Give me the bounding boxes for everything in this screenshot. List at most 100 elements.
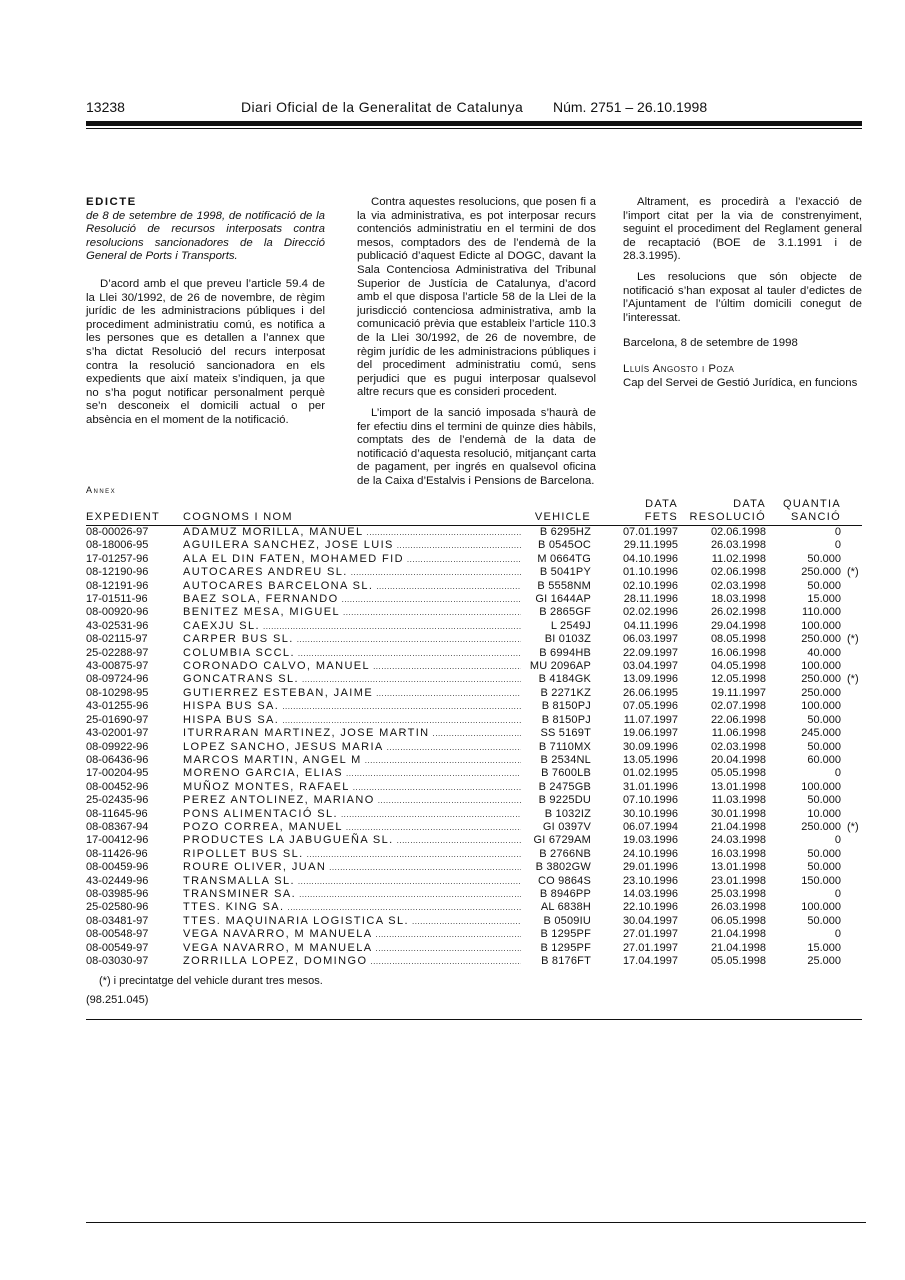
vehicle-cell: CO 9864S: [538, 874, 591, 887]
note-mark-cell: [841, 526, 862, 540]
note-mark-cell: [841, 781, 862, 794]
vehicle-cell: B 8176FT: [541, 955, 591, 967]
note-mark-cell: [841, 861, 862, 874]
data-fets-cell: 14.03.1996: [622, 887, 678, 900]
note-mark-cell: [841, 687, 862, 700]
table-row: 08-03481-97 TTES. MAQUINARIA LOGISTICA SL…: [86, 915, 862, 928]
table-row: 08-00026-97 ADAMUZ MORILLA, MANUEL B 6295H…: [86, 526, 862, 540]
data-fets-cell: 23.10.1996: [622, 874, 678, 887]
expedient-cell: 08-00459-96: [86, 861, 149, 874]
note-mark-cell: [841, 848, 862, 861]
quantia-cell: 245.000: [801, 727, 841, 740]
name-cell: VEGA NAVARRO, M MANUELA: [183, 942, 521, 955]
expedient-cell: 08-06436-96: [86, 753, 149, 766]
note-mark-cell: [841, 553, 862, 566]
table-row: 08-10298-95 GUTIERREZ ESTEBAN, JAIME B 227…: [86, 687, 862, 700]
table-row: 08-11426-96 RIPOLLET BUS SL. B 2766NB 24.10…: [86, 848, 862, 861]
note-mark-cell: [841, 647, 862, 660]
vehicle-cell: B 6994HB: [539, 646, 591, 659]
data-fets-cell: 17.04.1997: [622, 955, 678, 967]
name-cell: ADAMUZ MORILLA, MANUEL: [183, 526, 521, 540]
data-fets-cell: 30.04.1997: [622, 914, 678, 927]
name-cell: ROURE OLIVER, JUAN: [183, 861, 521, 874]
quantia-cell: 110.000: [802, 606, 841, 619]
quantia-cell: 50.000: [807, 914, 841, 927]
expedient-cell: 08-03030-97: [86, 955, 149, 967]
vehicle-cell: B 8150PJ: [541, 713, 591, 726]
table-row: 17-01257-96 ALA EL DIN FATEN, MOHAMED FID…: [86, 553, 862, 566]
data-resolucio-cell: 11.03.1998: [711, 794, 766, 807]
name-cell: GUTIERREZ ESTEBAN, JAIME: [183, 687, 521, 700]
data-resolucio-cell: 21.04.1998: [710, 928, 766, 941]
name-cell: TTES. MAQUINARIA LOGISTICA SL.: [183, 915, 521, 928]
col-vehicle: VEHICLE: [521, 498, 591, 526]
table-row: 08-00452-96 MUÑOZ MONTES, RAFAEL B 2475GB 3…: [86, 781, 862, 794]
data-fets-cell: 01.02.1995: [622, 767, 678, 780]
data-fets-cell: 26.06.1995: [622, 686, 678, 699]
annex-note: (*) i precintatge del vehicle durant tre…: [99, 975, 323, 987]
vehicle-cell: B 0509IU: [543, 914, 591, 927]
data-resolucio-cell: 30.01.1998: [710, 807, 766, 820]
table-row: 08-09724-96 GONCATRANS SL. B 4184GK 13.09.1…: [86, 673, 862, 686]
note-mark-cell: [841, 955, 862, 968]
col-quantia: QUANTIA SANCIÓ: [766, 498, 841, 526]
data-fets-cell: 29.11.1995: [623, 539, 678, 552]
vehicle-cell: B 2475GB: [538, 780, 591, 793]
note-mark-cell: [841, 915, 862, 928]
quantia-cell: 250.000: [801, 673, 841, 686]
table-row: 43-02001-97 ITURRARAN MARTINEZ, JOSE MART…: [86, 727, 862, 740]
edicte-subtitle: de 8 de setembre de 1998, de notificació…: [86, 209, 325, 263]
name-cell: PONS ALIMENTACIÓ SL.: [183, 808, 521, 821]
data-fets-cell: 03.04.1997: [622, 660, 678, 673]
name-cell: COLUMBIA SCCL.: [183, 647, 521, 660]
data-fets-cell: 11.07.1997: [623, 713, 678, 726]
data-fets-cell: 06.03.1997: [622, 633, 678, 646]
data-resolucio-cell: 13.01.1998: [710, 780, 766, 793]
data-fets-cell: 02.10.1996: [622, 579, 678, 592]
name-cell: ALA EL DIN FATEN, MOHAMED FID: [183, 553, 521, 566]
data-resolucio-cell: 16.06.1998: [710, 646, 766, 659]
note-mark-cell: [841, 834, 862, 847]
data-resolucio-cell: 23.01.1998: [710, 874, 766, 887]
note-mark-cell: (*): [847, 673, 859, 686]
quantia-cell: 40.000: [807, 646, 841, 659]
col-name: COGNOMS I NOM: [183, 498, 521, 526]
issue-info: Núm. 2751 – 26.10.1998: [553, 99, 708, 115]
table-row: 17-00204-95 MORENO GARCIA, ELIAS B 7600LB 0…: [86, 767, 862, 780]
table-row: 08-12191-96 AUTOCARES BARCELONA SL. B 5558…: [86, 580, 862, 593]
note-mark-cell: [841, 741, 862, 754]
note-mark-cell: [841, 593, 862, 606]
vehicle-cell: BI 0103Z: [544, 633, 591, 646]
vehicle-cell: SS 5169T: [540, 727, 591, 740]
vehicle-cell: B 2865GF: [539, 606, 591, 619]
note-mark-cell: [841, 942, 862, 955]
quantia-cell: 50.000: [807, 579, 841, 592]
data-fets-cell: 07.01.1997: [622, 526, 678, 538]
expedient-cell: 25-02288-97: [86, 646, 149, 659]
vehicle-cell: B 2534NL: [540, 753, 591, 766]
vehicle-cell: B 2766NB: [539, 847, 591, 860]
expedient-cell: 17-01257-96: [86, 552, 149, 565]
note-mark-cell: [841, 700, 862, 713]
note-mark-cell: [841, 875, 862, 888]
data-fets-cell: 04.10.1996: [622, 552, 678, 565]
table-header: EXPEDIENT COGNOMS I NOM VEHICLE DATA FETS…: [86, 498, 862, 526]
name-cell: RIPOLLET BUS SL.: [183, 848, 521, 861]
signatory-name: Lluís Angosto i Poza: [623, 362, 735, 375]
paragraph: L’import de la sanció imposada s’haurà d…: [357, 406, 596, 487]
col-expedient: EXPEDIENT: [86, 498, 183, 526]
data-fets-cell: 27.01.1997: [622, 941, 678, 954]
table-row: 08-09922-96 LOPEZ SANCHO, JESUS MARIA B 71…: [86, 741, 862, 754]
data-resolucio-cell: 05.05.1998: [710, 955, 766, 967]
name-cell: BAEZ SOLA, FERNANDO: [183, 593, 521, 606]
note-mark-cell: [841, 606, 862, 619]
vehicle-cell: B 9225DU: [538, 794, 591, 807]
quantia-cell: 100.000: [801, 660, 841, 673]
quantia-cell: 10.000: [807, 807, 841, 820]
table-row: 08-08367-94 POZO CORREA, MANUEL GI 0397V 06…: [86, 821, 862, 834]
page-header: 13238 Diari Oficial de la Generalitat de…: [86, 99, 862, 115]
vehicle-cell: B 1295PF: [540, 941, 591, 954]
name-cell: LOPEZ SANCHO, JESUS MARIA: [183, 741, 521, 754]
quantia-cell: 50.000: [807, 740, 841, 753]
note-mark-cell: [841, 580, 862, 593]
